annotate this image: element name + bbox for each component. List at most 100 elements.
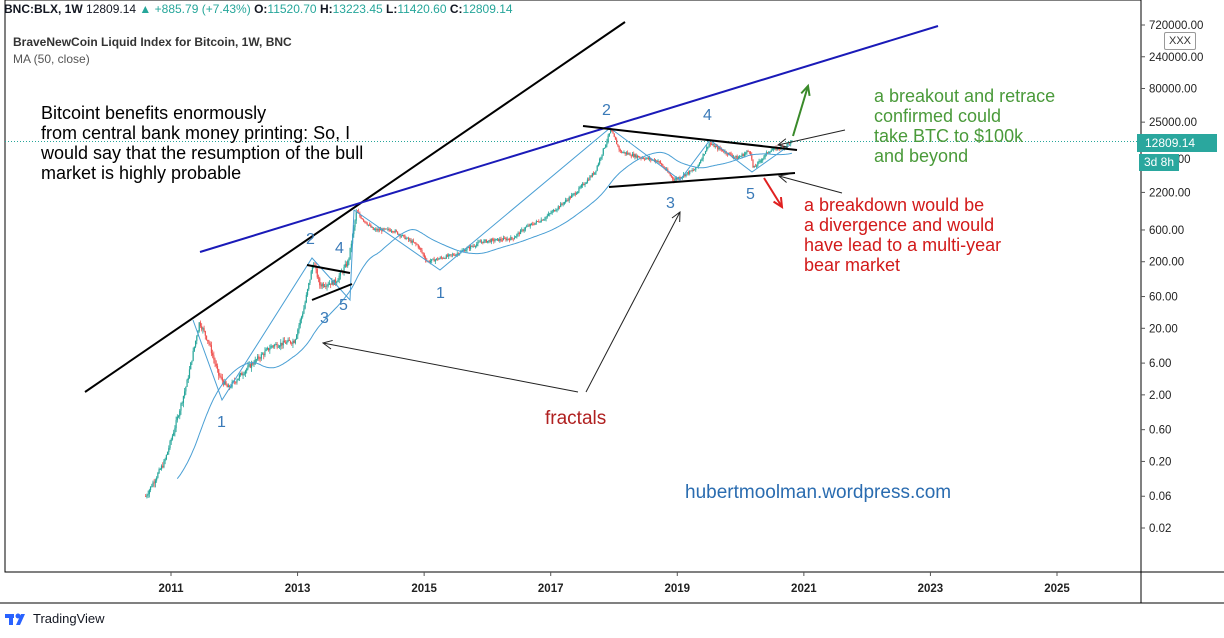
candle-body xyxy=(498,238,500,242)
site-watermark: hubertmoolman.wordpress.com xyxy=(685,482,952,503)
candle-body xyxy=(203,328,205,332)
candle-body xyxy=(601,154,603,158)
candle-body xyxy=(446,255,449,257)
candle-body xyxy=(373,229,376,231)
candle-body xyxy=(185,386,187,392)
candle-body xyxy=(472,245,474,247)
candle-body xyxy=(193,346,195,351)
candle-body xyxy=(268,348,270,351)
candle-body xyxy=(366,223,368,225)
open-value: 11520.70 xyxy=(267,2,317,16)
candle-body xyxy=(708,143,710,147)
legend-indicator[interactable]: MA (50, close) xyxy=(13,52,90,66)
candle-body xyxy=(502,237,505,241)
moving-average-line xyxy=(176,151,792,479)
candle-body xyxy=(224,381,226,385)
candle-body xyxy=(201,326,203,330)
candle-body xyxy=(745,152,747,154)
countdown-badge: 3d 8h xyxy=(1139,154,1179,171)
candle-body xyxy=(579,187,581,188)
candle-body xyxy=(188,369,191,378)
candle-body xyxy=(657,161,659,163)
candle-body xyxy=(171,435,174,440)
scale-badge[interactable]: XXX xyxy=(1164,32,1196,50)
y-tick-label: 200.00 xyxy=(1149,257,1184,269)
y-tick-label: 0.60 xyxy=(1149,425,1171,437)
wave-label: 3 xyxy=(320,310,329,327)
fractal-arrow-head xyxy=(321,339,333,350)
candle-body xyxy=(672,176,674,179)
candle-body xyxy=(494,240,496,242)
candle-body xyxy=(707,146,709,148)
candle-body xyxy=(748,151,750,153)
tradingview-label: TradingView xyxy=(33,611,105,626)
candle-body xyxy=(415,242,417,245)
candle-body xyxy=(686,172,688,174)
candle-body xyxy=(233,381,236,382)
candle-body xyxy=(282,340,284,346)
candle-body xyxy=(281,342,283,346)
candle-body xyxy=(674,179,676,181)
candle-body xyxy=(378,229,380,231)
bull-line-4: market is highly probable xyxy=(41,163,242,183)
candle-body xyxy=(165,454,167,460)
candle-body xyxy=(473,245,475,247)
candle-body xyxy=(650,158,652,160)
candle-body xyxy=(295,335,298,340)
candle-body xyxy=(403,234,405,236)
breakdown-line-3: have lead to a multi-year xyxy=(804,235,1002,255)
high-value: 13223.45 xyxy=(332,2,383,16)
candle-body xyxy=(487,240,489,243)
candle-body xyxy=(169,441,171,449)
candle-body xyxy=(630,155,632,157)
candle-body xyxy=(530,223,533,225)
candle-body xyxy=(701,159,703,161)
candle-body xyxy=(687,172,690,174)
candle-body xyxy=(713,144,715,148)
candle-body xyxy=(266,348,268,350)
candle-body xyxy=(395,230,397,232)
candle-body xyxy=(571,195,573,198)
low-value: 11420.60 xyxy=(397,2,447,16)
candle-body xyxy=(418,247,421,249)
candle-body xyxy=(594,172,596,175)
candle-body xyxy=(258,356,260,359)
candle-body xyxy=(359,213,361,217)
candle-body xyxy=(173,432,175,436)
candle-body xyxy=(689,170,691,174)
candle-body xyxy=(410,239,412,243)
candle-body xyxy=(321,283,323,287)
candle-body xyxy=(269,348,271,351)
candle-body xyxy=(186,379,188,387)
candle-body xyxy=(196,336,198,341)
candle-body xyxy=(323,286,326,287)
candle-body xyxy=(566,200,568,201)
candle-body xyxy=(306,289,309,295)
candle-body xyxy=(529,223,531,227)
candle-body xyxy=(753,166,755,168)
candle-body xyxy=(577,191,579,194)
breakout-line-1: a breakout and retrace xyxy=(874,86,1056,106)
candle-body xyxy=(212,353,214,356)
candle-body xyxy=(468,246,471,249)
candle-body xyxy=(147,494,149,496)
candle-body xyxy=(573,193,575,195)
candle-body xyxy=(216,366,219,370)
candle-body xyxy=(393,231,395,233)
tradingview-logo[interactable]: TradingView xyxy=(5,611,105,626)
candle-body xyxy=(394,230,396,233)
candle-body xyxy=(757,162,759,166)
candle-body xyxy=(163,460,165,468)
candle-body xyxy=(612,131,614,134)
candle-body xyxy=(589,176,591,181)
candle-body xyxy=(769,151,771,153)
candle-body xyxy=(174,428,176,433)
candle-body xyxy=(673,178,675,181)
candle-body xyxy=(204,331,206,336)
candle-body xyxy=(483,240,485,243)
candle-body xyxy=(746,151,748,153)
candle-body xyxy=(533,224,535,226)
candle-body xyxy=(257,356,259,360)
breakout-line-4: and beyond xyxy=(874,146,969,166)
